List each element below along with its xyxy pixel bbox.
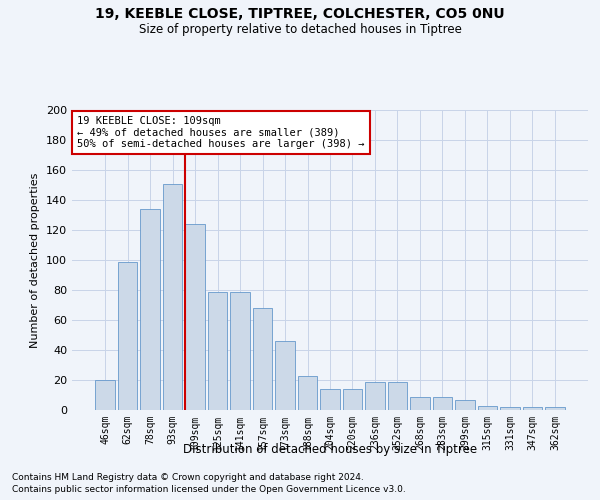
Bar bbox=[410, 396, 430, 410]
Bar bbox=[163, 184, 182, 410]
Text: 19 KEEBLE CLOSE: 109sqm
← 49% of detached houses are smaller (389)
50% of semi-d: 19 KEEBLE CLOSE: 109sqm ← 49% of detache… bbox=[77, 116, 365, 149]
Bar bbox=[365, 382, 385, 410]
Text: Size of property relative to detached houses in Tiptree: Size of property relative to detached ho… bbox=[139, 22, 461, 36]
Text: Contains public sector information licensed under the Open Government Licence v3: Contains public sector information licen… bbox=[12, 485, 406, 494]
Bar bbox=[140, 209, 160, 410]
Bar bbox=[185, 224, 205, 410]
Text: Contains HM Land Registry data © Crown copyright and database right 2024.: Contains HM Land Registry data © Crown c… bbox=[12, 472, 364, 482]
Bar bbox=[275, 341, 295, 410]
Bar bbox=[545, 407, 565, 410]
Bar bbox=[95, 380, 115, 410]
Bar bbox=[298, 376, 317, 410]
Bar bbox=[343, 389, 362, 410]
Text: Distribution of detached houses by size in Tiptree: Distribution of detached houses by size … bbox=[183, 442, 477, 456]
Bar bbox=[253, 308, 272, 410]
Bar bbox=[478, 406, 497, 410]
Text: 19, KEEBLE CLOSE, TIPTREE, COLCHESTER, CO5 0NU: 19, KEEBLE CLOSE, TIPTREE, COLCHESTER, C… bbox=[95, 8, 505, 22]
Bar bbox=[455, 400, 475, 410]
Bar bbox=[433, 396, 452, 410]
Bar bbox=[230, 292, 250, 410]
Bar bbox=[320, 389, 340, 410]
Y-axis label: Number of detached properties: Number of detached properties bbox=[31, 172, 40, 348]
Bar bbox=[523, 407, 542, 410]
Bar bbox=[500, 407, 520, 410]
Bar bbox=[208, 292, 227, 410]
Bar bbox=[388, 382, 407, 410]
Bar bbox=[118, 262, 137, 410]
